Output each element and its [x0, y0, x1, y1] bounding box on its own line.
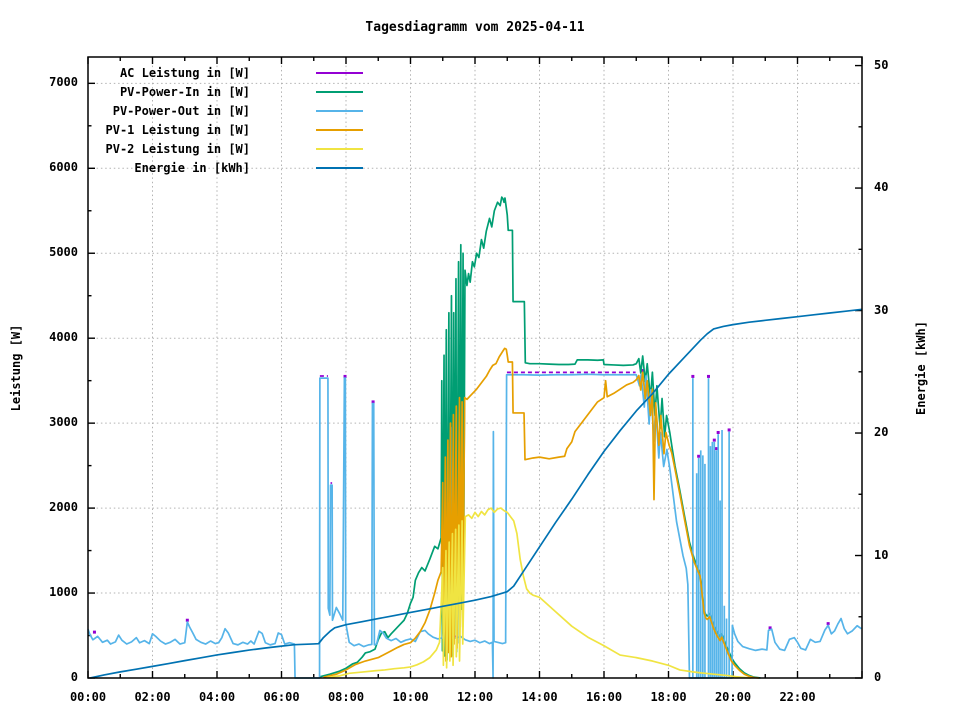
- legend-item-ac: AC Leistung in [W]: [80, 63, 363, 82]
- x-tick-label: 14:00: [521, 690, 558, 704]
- legend: AC Leistung in [W] PV-Power-In in [W] PV-P…: [80, 63, 363, 177]
- legend-label: PV-Power-In in [W]: [119, 84, 250, 99]
- x-tick-label: 10:00: [392, 690, 429, 704]
- y-right-tick-label: 10: [874, 547, 889, 562]
- legend-item-pv2: PV-2 Leistung in [W]: [80, 139, 363, 158]
- x-tick-label: 18:00: [650, 690, 687, 704]
- legend-line-swatch: [316, 128, 363, 131]
- gridlines: [88, 57, 862, 678]
- y-right-tick-label: 0: [874, 670, 882, 684]
- legend-item-energie: Energie in [kWh]: [80, 158, 363, 177]
- y-left-tick-label: 2000: [49, 500, 78, 515]
- series-pv_in: [319, 196, 761, 679]
- legend-line-swatch: [316, 166, 363, 169]
- x-tick-label: 08:00: [327, 690, 365, 704]
- legend-label: PV-2 Leistung in [W]: [105, 141, 251, 156]
- chart-title: Tagesdiagramm vom 2025-04-11: [365, 20, 585, 35]
- y-right-tick-label: 30: [874, 302, 889, 317]
- legend-label: PV-1 Leistung in [W]: [105, 122, 251, 137]
- y-left-tick-label: 4000: [49, 330, 78, 345]
- y-left-tick-label: 1000: [49, 585, 78, 600]
- legend-line-swatch: [316, 109, 363, 112]
- series-pv1: [323, 347, 759, 679]
- series-pv2: [326, 507, 751, 679]
- y-right-tick-label: 50: [874, 57, 889, 72]
- legend-label: PV-Power-Out in [W]: [112, 103, 250, 118]
- x-tick-label: 06:00: [263, 690, 300, 704]
- legend-line-swatch: [316, 90, 363, 93]
- x-tick-label: 22:00: [779, 690, 816, 704]
- legend-label: Energie in [kWh]: [134, 160, 250, 175]
- x-tick-label: 02:00: [134, 690, 171, 704]
- x-tick-label: 04:00: [198, 690, 236, 704]
- x-tick-label: 00:00: [69, 690, 107, 704]
- legend-label: AC Leistung in [W]: [119, 65, 250, 80]
- plot-border: [87, 56, 863, 679]
- legend-line-swatch: [316, 147, 363, 150]
- x-tick-label: 12:00: [456, 690, 494, 704]
- y-left-tick-label: 6000: [49, 160, 78, 175]
- legend-line-swatch: [316, 71, 363, 74]
- y-left-tick-label: 0: [70, 670, 78, 684]
- legend-item-pv_out: PV-Power-Out in [W]: [80, 101, 363, 120]
- y-right-tick-label: 20: [874, 425, 889, 440]
- y-right-tick-label: 40: [874, 180, 889, 195]
- x-tick-label: 20:00: [714, 690, 752, 704]
- x-tick-label: 16:00: [585, 690, 623, 704]
- series-energie: [90, 308, 863, 679]
- y-left-tick-label: 7000: [49, 75, 78, 90]
- legend-item-pv_in: PV-Power-In in [W]: [80, 82, 363, 101]
- legend-item-pv1: PV-1 Leistung in [W]: [80, 120, 363, 139]
- y-left-tick-label: 3000: [49, 415, 78, 430]
- y-left-tick-label: 5000: [49, 245, 78, 260]
